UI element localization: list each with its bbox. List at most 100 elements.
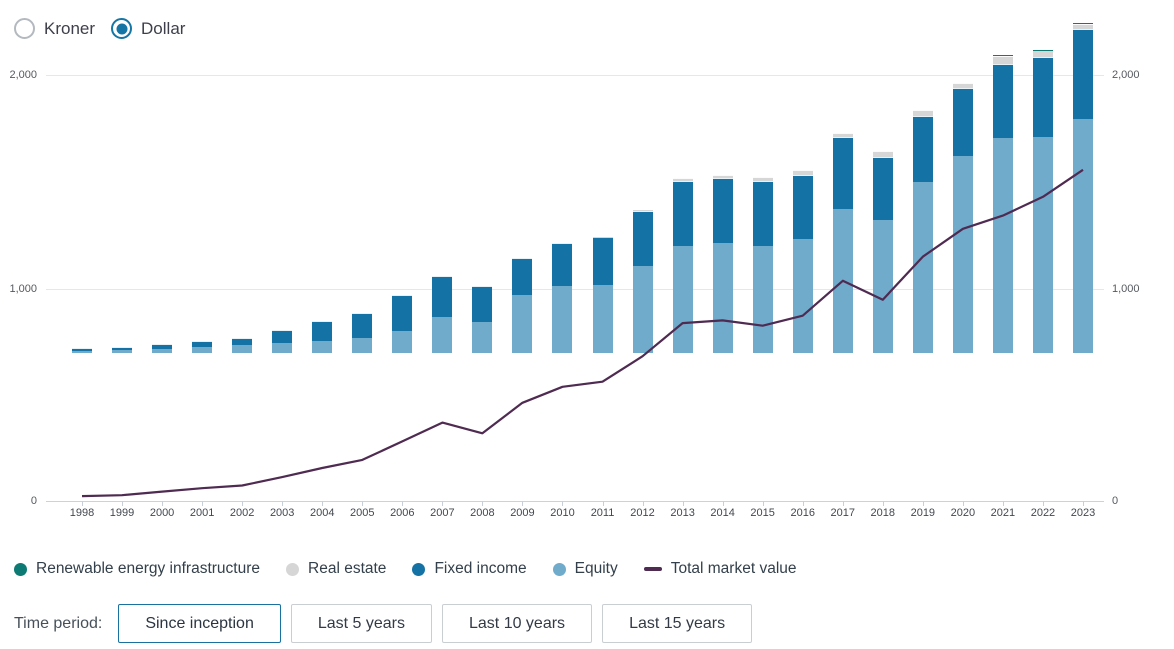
bar-segment-equity[interactable]: [992, 137, 1013, 353]
bar-segment-equity[interactable]: [552, 285, 573, 353]
bar-2022[interactable]: [1032, 0, 1053, 501]
radio-dollar-icon[interactable]: [111, 18, 133, 39]
bar-segment-equity[interactable]: [352, 338, 373, 353]
bar-segment-fixed-income[interactable]: [592, 237, 613, 286]
bar-segment-fixed-income[interactable]: [672, 181, 693, 246]
bar-segment-renewable-energy-infrastructure[interactable]: [992, 55, 1013, 56]
bar-segment-fixed-income[interactable]: [712, 177, 733, 243]
bar-segment-real-estate[interactable]: [632, 209, 653, 211]
bar-2006[interactable]: [392, 0, 413, 501]
bar-segment-equity[interactable]: [72, 351, 92, 353]
bar-segment-fixed-income[interactable]: [992, 63, 1013, 138]
bar-2010[interactable]: [552, 0, 573, 501]
bar-2004[interactable]: [312, 0, 333, 501]
radio-dollar[interactable]: Dollar: [111, 18, 185, 39]
bar-segment-equity[interactable]: [152, 348, 173, 353]
bar-segment-equity[interactable]: [832, 208, 853, 353]
bar-segment-fixed-income[interactable]: [192, 340, 213, 347]
bar-segment-fixed-income[interactable]: [872, 156, 893, 220]
bar-2015[interactable]: [752, 0, 773, 501]
bar-segment-equity[interactable]: [472, 321, 493, 353]
bar-1998[interactable]: [72, 0, 92, 501]
bar-segment-equity[interactable]: [392, 331, 413, 353]
bar-segment-real-estate[interactable]: [752, 176, 773, 181]
bar-2019[interactable]: [912, 0, 933, 501]
bar-segment-equity[interactable]: [512, 294, 533, 353]
bar-segment-equity[interactable]: [712, 242, 733, 353]
legend-item-fixed-income[interactable]: Fixed income: [412, 560, 527, 578]
bar-2007[interactable]: [432, 0, 453, 501]
bar-segment-fixed-income[interactable]: [392, 294, 413, 332]
bar-2014[interactable]: [712, 0, 733, 501]
bar-segment-renewable-energy-infrastructure[interactable]: [1032, 49, 1053, 51]
radio-kroner-icon[interactable]: [14, 18, 35, 39]
bar-segment-real-estate[interactable]: [792, 169, 813, 175]
time-period-button-last-10-years[interactable]: Last 10 years: [442, 604, 593, 643]
bar-segment-fixed-income[interactable]: [272, 330, 293, 343]
bar-segment-real-estate[interactable]: [872, 151, 893, 157]
bar-2002[interactable]: [232, 0, 253, 501]
bar-segment-equity[interactable]: [432, 317, 453, 353]
bar-segment-real-estate[interactable]: [832, 133, 853, 138]
radio-kroner[interactable]: Kroner: [14, 18, 95, 39]
bar-segment-fixed-income[interactable]: [112, 347, 133, 351]
bar-segment-fixed-income[interactable]: [152, 343, 173, 349]
bar-segment-fixed-income[interactable]: [832, 137, 853, 209]
bar-1999[interactable]: [112, 0, 133, 501]
bar-2008[interactable]: [472, 0, 493, 501]
time-period-button-last-5-years[interactable]: Last 5 years: [290, 604, 432, 643]
bar-2018[interactable]: [872, 0, 893, 501]
bar-segment-fixed-income[interactable]: [472, 286, 493, 322]
bar-2000[interactable]: [152, 0, 173, 501]
bar-segment-renewable-energy-infrastructure[interactable]: [1073, 23, 1093, 24]
bar-2017[interactable]: [832, 0, 853, 501]
bar-2011[interactable]: [592, 0, 613, 501]
bar-segment-fixed-income[interactable]: [632, 210, 653, 266]
bar-segment-equity[interactable]: [312, 341, 333, 353]
legend-item-equity[interactable]: Equity: [552, 560, 618, 578]
legend-item-renewable-energy-infrastructure[interactable]: Renewable energy infrastructure: [14, 560, 260, 578]
bar-2005[interactable]: [352, 0, 373, 501]
bar-segment-real-estate[interactable]: [592, 236, 613, 238]
time-period-button-since-inception[interactable]: Since inception: [118, 604, 281, 643]
bar-2020[interactable]: [952, 0, 973, 501]
bar-segment-fixed-income[interactable]: [352, 312, 373, 339]
bar-segment-fixed-income[interactable]: [1032, 56, 1053, 137]
bar-2012[interactable]: [632, 0, 653, 501]
bar-segment-fixed-income[interactable]: [752, 180, 773, 246]
time-period-button-last-15-years[interactable]: Last 15 years: [602, 604, 753, 643]
bar-segment-fixed-income[interactable]: [72, 348, 92, 352]
bar-2016[interactable]: [792, 0, 813, 501]
bar-segment-fixed-income[interactable]: [432, 275, 453, 318]
bar-segment-real-estate[interactable]: [1032, 50, 1053, 57]
bar-segment-equity[interactable]: [912, 181, 933, 353]
bar-segment-fixed-income[interactable]: [792, 174, 813, 239]
bar-segment-equity[interactable]: [672, 245, 693, 353]
bar-segment-fixed-income[interactable]: [1073, 28, 1093, 119]
legend-item-total-market-value[interactable]: Total market value: [643, 560, 797, 578]
bar-segment-real-estate[interactable]: [952, 82, 973, 89]
bar-2023[interactable]: [1073, 0, 1093, 501]
bar-segment-equity[interactable]: [952, 155, 973, 353]
bar-2021[interactable]: [992, 0, 1013, 501]
bar-segment-real-estate[interactable]: [712, 174, 733, 178]
bar-2001[interactable]: [192, 0, 213, 501]
bar-segment-equity[interactable]: [272, 343, 293, 353]
bar-segment-fixed-income[interactable]: [552, 242, 573, 286]
bar-2013[interactable]: [672, 0, 693, 501]
bar-segment-equity[interactable]: [592, 285, 613, 353]
bar-segment-equity[interactable]: [1073, 118, 1093, 353]
bar-segment-fixed-income[interactable]: [512, 257, 533, 295]
bar-segment-real-estate[interactable]: [992, 55, 1013, 64]
bar-2009[interactable]: [512, 0, 533, 501]
bar-segment-equity[interactable]: [752, 245, 773, 353]
bar-segment-equity[interactable]: [192, 346, 213, 353]
bar-segment-fixed-income[interactable]: [232, 337, 253, 346]
bar-segment-equity[interactable]: [232, 345, 253, 353]
bar-segment-equity[interactable]: [1032, 136, 1053, 353]
bar-segment-fixed-income[interactable]: [952, 88, 973, 156]
bar-segment-real-estate[interactable]: [1073, 23, 1093, 29]
bar-segment-equity[interactable]: [112, 350, 133, 353]
bar-segment-real-estate[interactable]: [672, 177, 693, 182]
legend-item-real-estate[interactable]: Real estate: [286, 560, 386, 578]
